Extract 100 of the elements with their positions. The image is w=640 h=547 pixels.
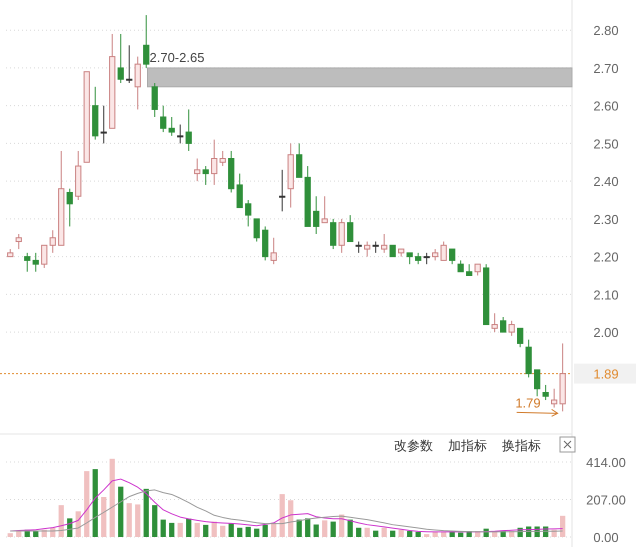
bar — [364, 528, 370, 537]
bar — [228, 524, 234, 537]
candlestick — [177, 124, 184, 144]
candlestick — [16, 233, 22, 250]
bar — [186, 518, 192, 537]
candlestick — [466, 264, 472, 276]
bar — [246, 526, 251, 537]
candlestick — [41, 244, 48, 268]
candlestick — [492, 312, 498, 333]
candlestick — [279, 169, 286, 212]
candlestick — [118, 33, 124, 84]
bar — [560, 516, 566, 537]
bar — [92, 469, 98, 537]
candlestick — [440, 241, 447, 261]
bar — [8, 533, 13, 537]
y-tick-label: 0.00 — [593, 530, 619, 545]
bar — [160, 520, 166, 537]
candlestick — [390, 244, 396, 258]
candlestick — [254, 218, 260, 242]
candlestick — [24, 252, 30, 272]
ref-line-label: 1.89 — [593, 366, 619, 382]
candlestick — [449, 248, 456, 265]
bar — [424, 534, 430, 537]
bar — [144, 488, 149, 537]
y-tick-label: 2.20 — [593, 250, 619, 265]
bar — [382, 528, 387, 537]
bar — [220, 526, 226, 537]
candlestick — [236, 173, 243, 208]
bar — [373, 530, 378, 537]
candlestick — [424, 252, 430, 265]
candlestick — [534, 369, 540, 397]
bar — [322, 520, 328, 537]
bar — [314, 524, 319, 537]
bar — [212, 522, 217, 537]
candlestick — [381, 233, 388, 254]
annotation: 加指标 — [448, 438, 487, 453]
bar — [271, 522, 276, 537]
bar — [126, 503, 132, 537]
bar — [76, 511, 81, 537]
candlestick — [211, 139, 218, 186]
candlestick — [50, 230, 56, 254]
candlestick — [508, 320, 515, 336]
bar — [118, 486, 124, 537]
bar — [178, 522, 183, 537]
candlestick — [474, 264, 481, 276]
bar — [450, 532, 455, 537]
bar — [280, 494, 285, 537]
bar — [84, 471, 90, 537]
candlestick — [245, 200, 252, 227]
candlestick — [313, 196, 320, 234]
bar — [348, 520, 353, 537]
bar — [194, 522, 200, 537]
candlestick — [32, 252, 39, 272]
candlestick — [296, 142, 302, 178]
bar — [441, 532, 446, 537]
y-tick-label: 2.60 — [593, 98, 619, 114]
candlestick — [134, 56, 141, 110]
candlestick — [152, 82, 158, 118]
candlestick — [406, 252, 413, 265]
y-tick-label: 2.70 — [593, 60, 619, 76]
bar — [398, 530, 404, 537]
candlestick — [458, 260, 464, 272]
bar — [110, 458, 115, 537]
bar — [330, 522, 336, 537]
candlestick — [551, 388, 558, 408]
y-tick-label: 2.50 — [593, 136, 619, 152]
candlestick — [330, 218, 336, 250]
y-tick-label: 207.00 — [586, 492, 626, 508]
candlestick — [322, 196, 328, 224]
band-label: 2.70-2.65 — [150, 50, 204, 65]
candlestick — [500, 316, 506, 333]
candlestick — [66, 188, 73, 227]
bar — [101, 496, 106, 537]
annotation: 改参数 — [394, 438, 433, 453]
bar — [339, 514, 344, 537]
candlestick — [168, 116, 175, 136]
bar — [262, 524, 268, 537]
bar — [33, 531, 38, 537]
candlestick — [432, 248, 438, 261]
candlestick — [186, 108, 192, 152]
candlestick — [100, 105, 107, 144]
candlestick — [347, 214, 354, 242]
bar — [152, 505, 158, 537]
candlestick — [194, 158, 200, 182]
line-series — [10, 478, 564, 532]
candlestick — [356, 241, 362, 254]
y-tick-label: 2.80 — [593, 23, 619, 38]
bar — [135, 504, 140, 537]
bar — [203, 524, 208, 537]
bar — [492, 532, 498, 537]
candlestick — [270, 237, 277, 265]
annotation: 换指标 — [502, 438, 541, 453]
bar — [288, 500, 294, 537]
candlestick — [364, 241, 370, 258]
candlestick — [202, 166, 209, 186]
candlestick — [542, 384, 549, 401]
bar — [169, 522, 174, 537]
bar — [254, 528, 260, 537]
candlestick — [415, 252, 422, 265]
y-tick-label: 2.00 — [593, 325, 619, 340]
